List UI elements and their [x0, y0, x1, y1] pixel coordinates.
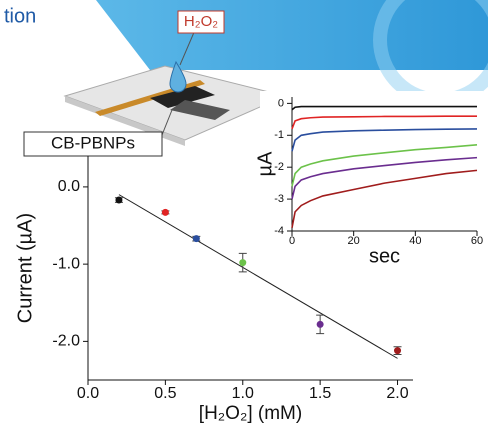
- y-tick-label: -1: [274, 129, 284, 141]
- current-trace: [291, 105, 477, 111]
- fit-line: [118, 194, 398, 359]
- data-point: [192, 235, 200, 243]
- x-tick-label: 0.0: [77, 385, 99, 402]
- data-point: [161, 208, 169, 216]
- x-tick-label: 0: [289, 235, 295, 247]
- x-tick-label: 60: [471, 235, 483, 247]
- current-trace: [291, 128, 478, 152]
- y-tick-label: -2.0: [52, 333, 80, 350]
- x-tick-label: 2.0: [386, 385, 408, 402]
- x-tick-label: 20: [348, 235, 360, 247]
- current-trace: [291, 156, 478, 200]
- data-point: [239, 259, 247, 267]
- reagent-box: [177, 10, 225, 34]
- electrode-label: CB-PBNPs: [51, 133, 135, 152]
- data-point: [316, 320, 324, 328]
- x-tick-label: 0.5: [154, 385, 176, 402]
- y-tick-label: 0.0: [58, 178, 80, 195]
- current-trace: [291, 169, 478, 228]
- x-axis-title: [H₂O₂] (mM): [199, 403, 302, 424]
- x-tick-label: 1.5: [309, 385, 331, 402]
- y-tick-label: -1.0: [52, 255, 80, 272]
- x-tick-label: 1.0: [232, 385, 254, 402]
- y-tick-label: -4: [274, 225, 284, 237]
- y-axis-title: Current (µA): [14, 213, 36, 323]
- banner: [96, 0, 488, 70]
- device: [63, 29, 287, 146]
- data-point: [394, 347, 402, 355]
- y-tick-label: -3: [274, 193, 284, 205]
- electrode-box: [23, 131, 163, 157]
- x-axis-title: sec: [369, 245, 400, 267]
- x-tick-label: 40: [409, 235, 421, 247]
- header-text: tion: [4, 5, 36, 27]
- data-point: [115, 196, 123, 204]
- y-tick-label: -2: [274, 161, 284, 173]
- current-trace: [291, 144, 478, 187]
- y-axis-title: µA: [254, 151, 276, 177]
- current-trace: [291, 115, 477, 130]
- reagent-label: H₂O₂: [184, 13, 218, 30]
- y-tick-label: 0: [278, 97, 284, 109]
- inset-bg: [260, 91, 483, 275]
